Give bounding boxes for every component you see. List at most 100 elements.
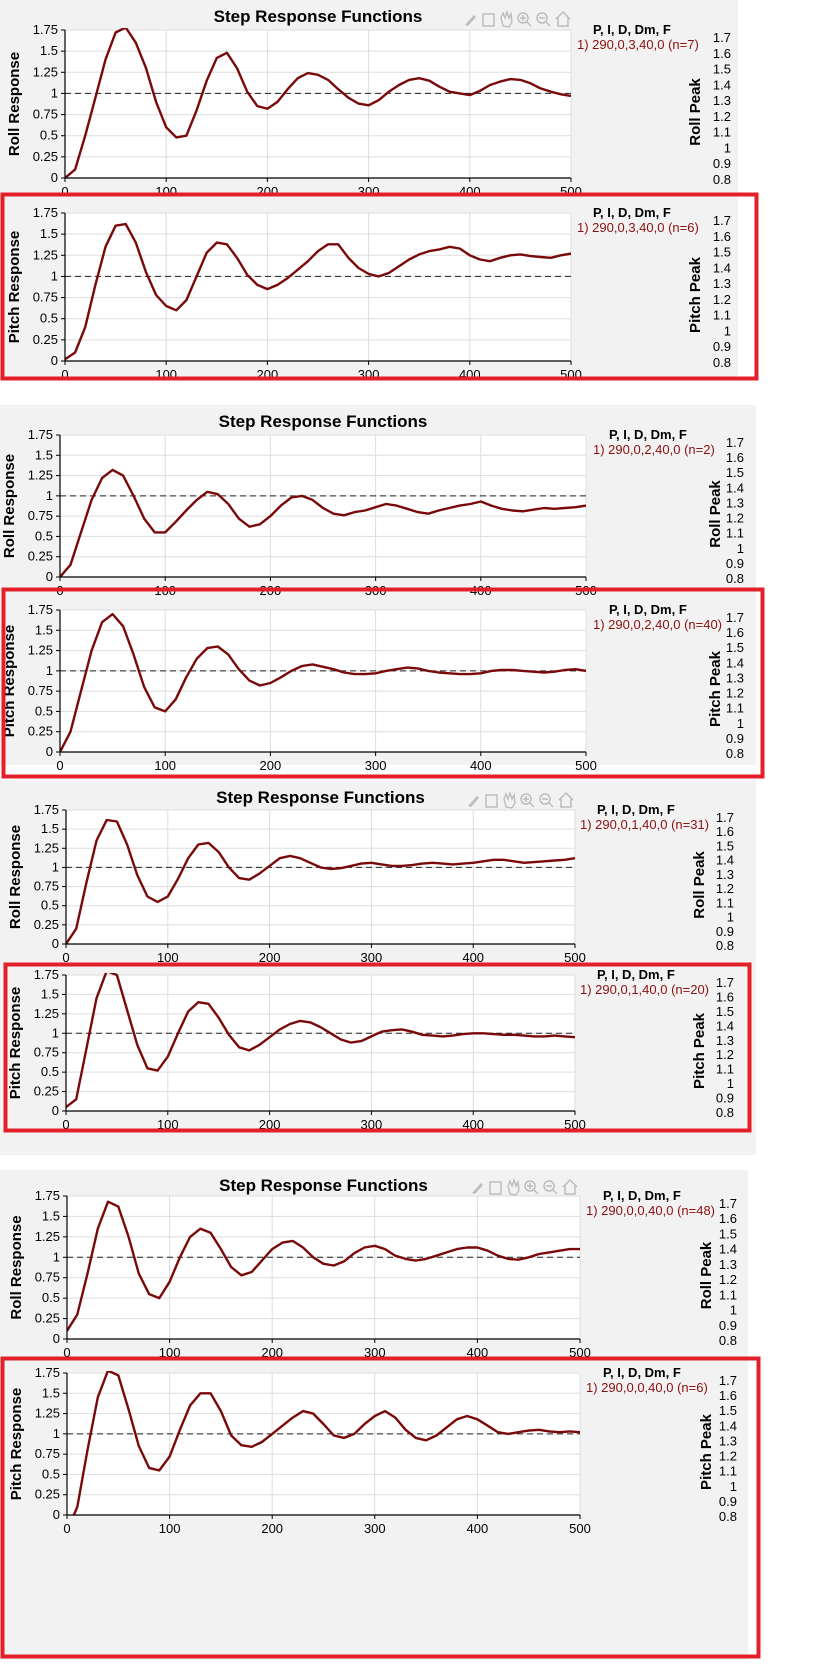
- roll-peak-label: Roll Peak: [698, 1241, 715, 1309]
- x-tick-label: 300: [364, 1345, 386, 1360]
- pitch-highlight-box-3: [3, 962, 752, 1133]
- zoom-in-icon[interactable]: [520, 793, 535, 808]
- y-tick-label: 0.25: [33, 332, 58, 347]
- plot-area: [60, 610, 586, 752]
- peak-tick-label: 0.8: [713, 355, 731, 370]
- y-tick-label: 0.25: [28, 549, 53, 564]
- peak-tick-label: 1.1: [716, 1062, 734, 1077]
- y-tick-label: 1.25: [34, 1006, 59, 1021]
- x-tick-label: 200: [261, 1521, 283, 1536]
- x-tick-label: 300: [358, 184, 380, 199]
- roll-response-line: [65, 28, 571, 178]
- y-tick-label: 0.5: [41, 1064, 59, 1079]
- y-tick-label: 1: [46, 488, 53, 503]
- pan-icon[interactable]: [500, 9, 513, 28]
- peak-tick-label: 1.3: [713, 276, 731, 291]
- y-tick-label: 1: [51, 85, 58, 100]
- plot-area: [67, 1196, 580, 1339]
- zoom-in-icon[interactable]: [524, 1180, 539, 1195]
- peak-tick-label: 0.8: [726, 746, 744, 761]
- peak-tick-label: 1: [730, 1479, 737, 1494]
- peak-tick-label: 0.8: [713, 172, 731, 187]
- brush-icon[interactable]: [465, 15, 476, 26]
- y-tick-label: 1.75: [34, 802, 59, 817]
- peak-tick-label: 1.5: [713, 245, 731, 260]
- y-tick-label: 1.5: [35, 447, 53, 462]
- home-icon[interactable]: [558, 791, 574, 808]
- peak-tick-label: 1.2: [726, 686, 744, 701]
- x-tick-label: 0: [56, 758, 63, 773]
- brush-icon[interactable]: [472, 1183, 483, 1194]
- x-tick-label: 400: [462, 1117, 484, 1132]
- x-tick-label: 200: [260, 758, 282, 773]
- peak-tick-label: 1.2: [716, 1047, 734, 1062]
- legend-entry: 1) 290,0,3,40,0 (n=6): [577, 220, 699, 235]
- y-tick-label: 0: [51, 353, 58, 368]
- data-cursor-icon[interactable]: [489, 1181, 502, 1195]
- y-tick-label: 0: [46, 744, 53, 759]
- peak-tick-label: 1: [724, 140, 731, 155]
- x-tick-label: 400: [459, 184, 481, 199]
- y-tick-label: 1.75: [28, 427, 53, 442]
- plot-area: [66, 810, 575, 944]
- x-tick-label: 400: [467, 1521, 489, 1536]
- pitch-peak-label: Pitch Peak: [707, 650, 724, 727]
- y-tick-label: 1.5: [42, 1208, 60, 1223]
- zoom-out-icon[interactable]: [543, 1180, 558, 1195]
- pitch-response-label: Pitch Response: [8, 1388, 25, 1501]
- y-tick-label: 1: [51, 268, 58, 283]
- peak-tick-label: 1.6: [716, 824, 734, 839]
- pan-icon[interactable]: [503, 790, 516, 809]
- step-response-panel-2: Step Response Functions00.250.50.7511.25…: [0, 405, 756, 773]
- peak-tick-label: 1.5: [716, 1004, 734, 1019]
- y-tick-label: 0.5: [35, 528, 53, 543]
- x-tick-label: 500: [575, 758, 597, 773]
- x-tick-label: 200: [261, 1345, 283, 1360]
- legend-header: P, I, D, Dm, F: [597, 802, 675, 817]
- y-tick-label: 0.25: [34, 917, 59, 932]
- zoom-in-icon[interactable]: [517, 12, 532, 27]
- peak-tick-label: 1.2: [726, 511, 744, 526]
- zoom-out-lens: [543, 1180, 555, 1192]
- roll-response-label: Roll Response: [7, 825, 24, 929]
- x-tick-label: 500: [569, 1345, 591, 1360]
- zoom-out-icon[interactable]: [539, 793, 554, 808]
- peak-tick-label: 1.1: [713, 125, 731, 140]
- pan-icon[interactable]: [507, 1177, 520, 1196]
- peak-tick-label: 1.2: [719, 1449, 737, 1464]
- data-cursor-icon[interactable]: [485, 794, 498, 808]
- peak-tick-label: 1.1: [719, 1287, 737, 1302]
- y-tick-label: 0.75: [35, 1270, 60, 1285]
- roll-peak-label: Roll Peak: [687, 78, 704, 146]
- y-tick-label: 0.5: [41, 898, 59, 913]
- brush-icon[interactable]: [468, 796, 479, 807]
- home-icon[interactable]: [555, 10, 571, 27]
- pitch-highlight-box-4: [0, 1356, 761, 1659]
- peak-tick-label: 1.3: [713, 93, 731, 108]
- chart-title: Step Response Functions: [216, 788, 425, 807]
- plot-area: [60, 435, 586, 577]
- zoom-out-icon[interactable]: [536, 12, 551, 27]
- pitch-response-line: [66, 973, 575, 1109]
- peak-tick-label: 1.4: [719, 1242, 737, 1257]
- peak-tick-label: 1.7: [716, 810, 734, 825]
- pitch-highlight-box-1: [0, 192, 759, 381]
- zoom-out-mark: [546, 1185, 558, 1195]
- roll-peak-label: Roll Peak: [691, 851, 708, 919]
- y-tick-label: 1: [53, 1426, 60, 1441]
- data-cursor-icon[interactable]: [482, 13, 495, 27]
- peak-tick-label: 1: [727, 910, 734, 925]
- legend-header: P, I, D, Dm, F: [609, 427, 687, 442]
- y-tick-label: 1.25: [33, 64, 58, 79]
- x-tick-label: 500: [569, 1521, 591, 1536]
- roll-response-plot: 0 0.25 0.5 0.75 1 1.25 1.5 1.75 0 100 200 300 400 500…: [6, 22, 731, 199]
- y-tick-label: 1.25: [35, 1406, 60, 1421]
- x-tick-label: 300: [361, 1117, 383, 1132]
- y-tick-label: 0.75: [34, 879, 59, 894]
- peak-tick-label: 0.9: [726, 556, 744, 571]
- y-tick-label: 1.75: [33, 22, 58, 37]
- peak-tick-label: 1.6: [716, 989, 734, 1004]
- home-icon[interactable]: [562, 1178, 578, 1195]
